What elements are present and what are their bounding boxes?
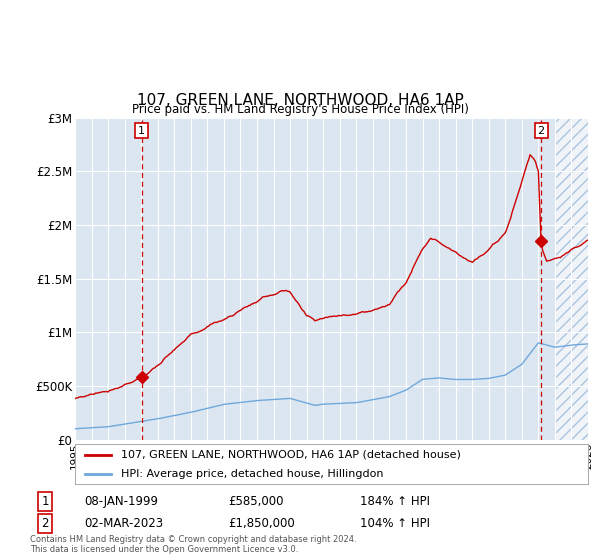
Text: HPI: Average price, detached house, Hillingdon: HPI: Average price, detached house, Hill… bbox=[121, 469, 383, 478]
Text: 2: 2 bbox=[41, 517, 49, 530]
Text: 08-JAN-1999: 08-JAN-1999 bbox=[84, 494, 158, 508]
Text: 107, GREEN LANE, NORTHWOOD, HA6 1AP: 107, GREEN LANE, NORTHWOOD, HA6 1AP bbox=[137, 92, 463, 108]
Text: 1: 1 bbox=[138, 125, 145, 136]
Text: 104% ↑ HPI: 104% ↑ HPI bbox=[360, 517, 430, 530]
Text: Contains HM Land Registry data © Crown copyright and database right 2024.
This d: Contains HM Land Registry data © Crown c… bbox=[30, 535, 356, 554]
Bar bbox=[555, 118, 588, 440]
Text: £585,000: £585,000 bbox=[228, 494, 284, 508]
Text: 02-MAR-2023: 02-MAR-2023 bbox=[84, 517, 163, 530]
Text: Price paid vs. HM Land Registry's House Price Index (HPI): Price paid vs. HM Land Registry's House … bbox=[131, 103, 469, 116]
Text: 2: 2 bbox=[538, 125, 545, 136]
Text: £1,850,000: £1,850,000 bbox=[228, 517, 295, 530]
Text: 107, GREEN LANE, NORTHWOOD, HA6 1AP (detached house): 107, GREEN LANE, NORTHWOOD, HA6 1AP (det… bbox=[121, 450, 461, 460]
Bar bbox=[555, 118, 588, 440]
Text: 184% ↑ HPI: 184% ↑ HPI bbox=[360, 494, 430, 508]
Text: 1: 1 bbox=[41, 494, 49, 508]
